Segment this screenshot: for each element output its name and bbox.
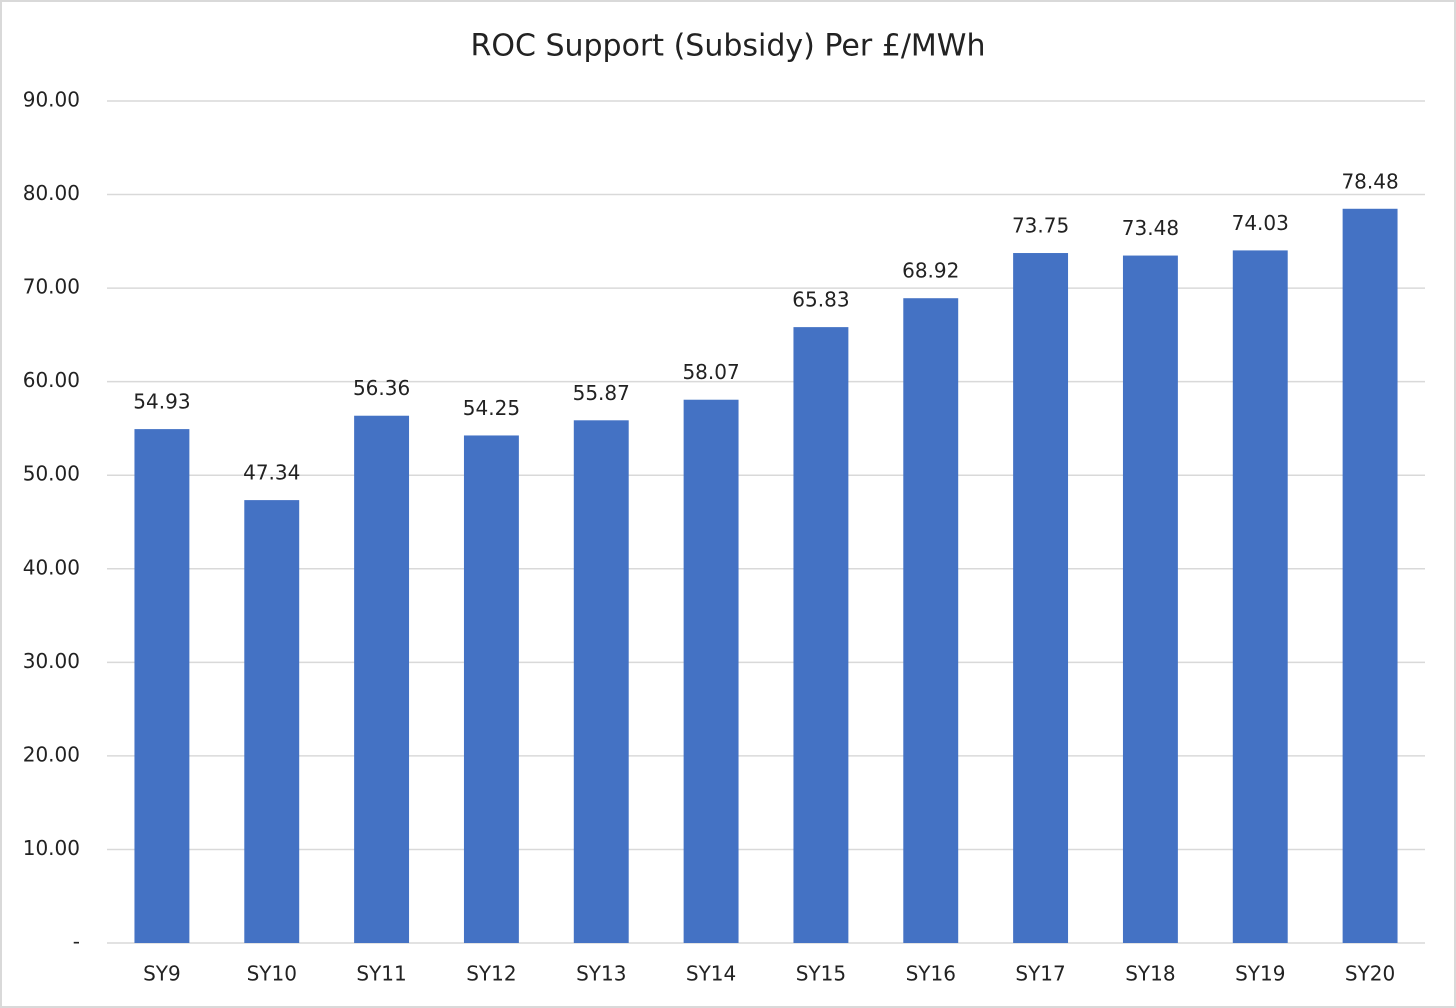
- bar: [573, 420, 629, 943]
- bar: [1122, 255, 1178, 943]
- bar: [1232, 250, 1288, 944]
- bar: [1013, 253, 1069, 943]
- x-tick-label: SY10: [247, 962, 297, 986]
- data-label: 78.48: [1341, 169, 1398, 193]
- x-tick-label: SY17: [1015, 962, 1065, 986]
- y-tick-label: 10.00: [23, 836, 80, 860]
- data-label: 55.87: [573, 381, 630, 405]
- x-tick-label: SY14: [686, 962, 736, 986]
- bar: [793, 327, 849, 943]
- data-label: 73.75: [1012, 214, 1069, 238]
- x-tick-label: SY9: [143, 962, 181, 986]
- data-label: 54.93: [133, 390, 190, 414]
- y-tick-label: 40.00: [23, 555, 80, 579]
- bar: [354, 415, 410, 943]
- y-tick-label: -: [73, 930, 80, 954]
- bar: [134, 429, 190, 943]
- y-tick-label: 20.00: [23, 742, 80, 766]
- x-tick-label: SY15: [796, 962, 846, 986]
- chart-title: ROC Support (Subsidy) Per £/MWh: [471, 29, 986, 64]
- data-label: 58.07: [682, 360, 739, 384]
- data-label: 47.34: [243, 461, 300, 485]
- x-tick-label: SY11: [356, 962, 406, 986]
- y-tick-label: 80.00: [23, 181, 80, 205]
- y-tick-label: 50.00: [23, 462, 80, 486]
- data-label: 56.36: [353, 376, 410, 400]
- data-label: 74.03: [1232, 211, 1289, 235]
- data-label: 68.92: [902, 259, 959, 283]
- y-tick-label: 60.00: [23, 368, 80, 392]
- bar: [244, 500, 300, 943]
- bar: [903, 298, 959, 944]
- x-tick-label: SY19: [1235, 962, 1285, 986]
- data-label: 54.25: [463, 396, 520, 420]
- data-label: 73.48: [1122, 216, 1179, 240]
- y-tick-label: 90.00: [23, 88, 80, 112]
- bar: [463, 435, 519, 943]
- bar: [683, 399, 739, 943]
- data-label: 65.83: [792, 288, 849, 312]
- y-tick-label: 70.00: [23, 275, 80, 299]
- x-tick-label: SY20: [1345, 962, 1395, 986]
- x-tick-label: SY16: [906, 962, 956, 986]
- x-tick-label: SY12: [466, 962, 516, 986]
- x-tick-label: SY18: [1125, 962, 1175, 986]
- x-tick-label: SY13: [576, 962, 626, 986]
- bar: [1342, 208, 1398, 943]
- y-tick-label: 30.00: [23, 649, 80, 673]
